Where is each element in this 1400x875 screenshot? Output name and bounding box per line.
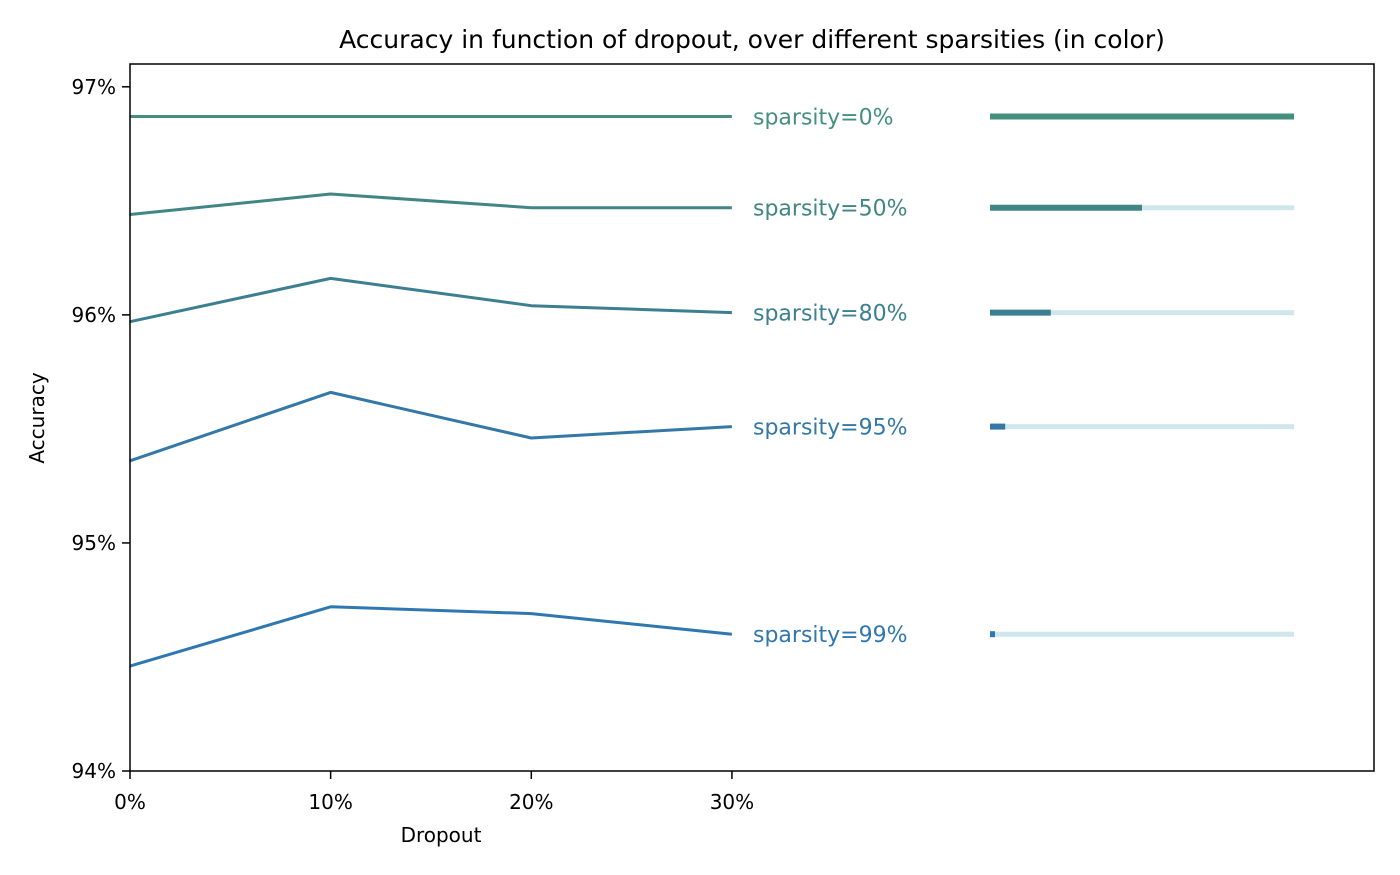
series-label-3: sparsity=95% [753, 416, 908, 441]
y-tick-label-2: 96% [72, 303, 116, 327]
series-label-1: sparsity=50% [753, 197, 908, 222]
series-line-4 [129, 605, 733, 668]
x-tick-label-0: 0% [114, 790, 146, 814]
series-label-4: sparsity=99% [753, 623, 908, 648]
y-tick-label-0: 94% [72, 759, 116, 783]
x-tick-label-1: 10% [308, 790, 352, 814]
series-label-2: sparsity=80% [753, 302, 908, 327]
y-axis-label: Accuracy [25, 372, 49, 463]
series-line-1 [129, 192, 732, 216]
y-tick-label-1: 95% [72, 531, 116, 555]
x-tick-label-3: 30% [710, 790, 754, 814]
chart-title: Accuracy in function of dropout, over di… [339, 25, 1165, 54]
series-line-2 [129, 276, 732, 324]
x-axis-label: Dropout [401, 823, 482, 847]
series-label-0: sparsity=0% [753, 106, 894, 131]
plot-area: sparsity=0% sparsity=50% sparsity=80% spars… [72, 63, 1375, 814]
y-tick-label-3: 97% [72, 75, 116, 99]
x-tick-label-2: 20% [509, 790, 553, 814]
plot-frame [129, 63, 1375, 772]
series-line-3 [129, 390, 732, 463]
